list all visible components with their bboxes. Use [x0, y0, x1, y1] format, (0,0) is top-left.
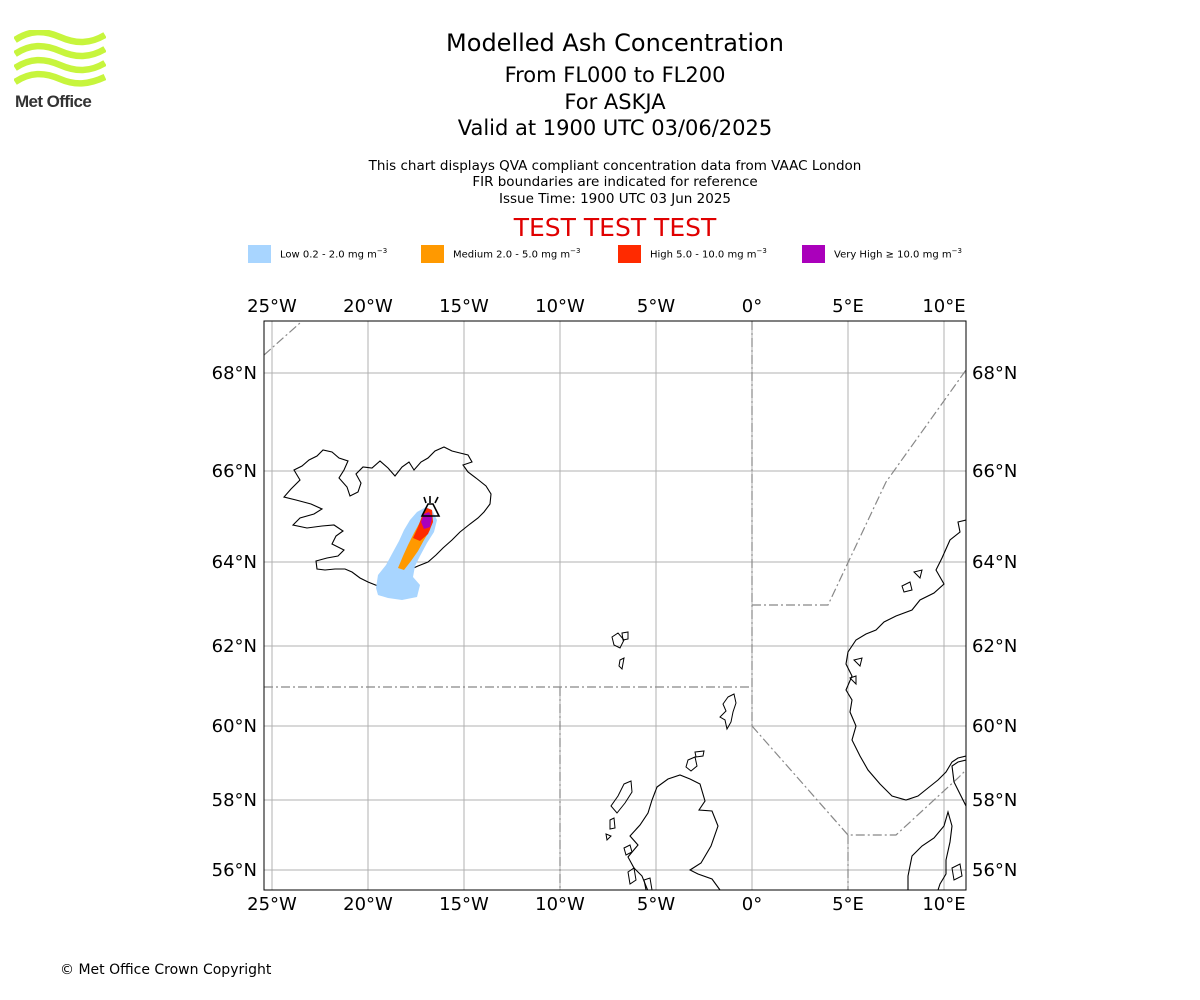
- met-office-wave-icon: [13, 28, 107, 87]
- orkney-islands: [685, 750, 705, 772]
- lon-label-top-20w: 20°W: [343, 296, 393, 317]
- lon-label-bottom-5w: 5°W: [637, 894, 675, 915]
- scotland-coastline: [627, 774, 721, 890]
- legend-label-high: High 5.0 - 10.0 mg m: [650, 249, 757, 261]
- lat-label-right-58n: 58°N: [972, 790, 1017, 811]
- met-office-logo: [13, 28, 107, 94]
- ash-plume: [376, 507, 437, 600]
- legend-swatch-high: [618, 245, 641, 263]
- flight-levels: From FL000 to FL200: [504, 63, 726, 87]
- legend-item-low: Low 0.2 - 2.0 mg m−3: [248, 244, 387, 264]
- lat-label-left-56n: 56°N: [212, 860, 257, 881]
- lat-label-right-56n: 56°N: [972, 860, 1017, 881]
- chart-title: Modelled Ash Concentration: [446, 29, 784, 57]
- sweden-coastline: [951, 759, 966, 807]
- lat-label-right-68n: 68°N: [972, 363, 1017, 384]
- legend-item-high: High 5.0 - 10.0 mg m−3: [618, 244, 767, 264]
- legend-item-very-high: Very High ≥ 10.0 mg m−3: [802, 244, 962, 264]
- norway-coastline: [845, 519, 966, 801]
- lon-label-top-5w: 5°W: [637, 296, 675, 317]
- legend-swatch-medium: [421, 245, 444, 263]
- legend-item-medium: Medium 2.0 - 5.0 mg m−3: [421, 244, 580, 264]
- volcano-name: For ASKJA: [564, 90, 666, 114]
- lat-label-right-66n: 66°N: [972, 461, 1017, 482]
- lat-label-left-60n: 60°N: [212, 716, 257, 737]
- valid-time: Valid at 1900 UTC 03/06/2025: [457, 116, 773, 140]
- lon-label-bottom-15w: 15°W: [439, 894, 489, 915]
- info-line-2: FIR boundaries are indicated for referen…: [472, 174, 758, 190]
- lon-label-top-5e: 5°E: [832, 296, 864, 317]
- lon-label-top-10e: 10°E: [922, 296, 965, 317]
- lat-label-left-62n: 62°N: [212, 636, 257, 657]
- lat-label-left-58n: 58°N: [212, 790, 257, 811]
- volcano-icon: [420, 496, 441, 517]
- legend-label-very-high: Very High ≥ 10.0 mg m: [834, 249, 952, 261]
- lon-label-top-0: 0°: [742, 296, 762, 317]
- hebrides: [605, 780, 653, 890]
- lon-label-top-25w: 25°W: [247, 296, 297, 317]
- lon-label-bottom-20w: 20°W: [343, 894, 393, 915]
- norway-islands: [849, 569, 923, 686]
- legend-label-medium: Medium 2.0 - 5.0 mg m: [453, 249, 571, 261]
- map-frame: [263, 320, 967, 891]
- lat-label-left-66n: 66°N: [212, 461, 257, 482]
- denmark-coastline: [907, 809, 953, 890]
- lon-label-bottom-10w: 10°W: [535, 894, 585, 915]
- info-line-1: This chart displays QVA compliant concen…: [368, 158, 862, 174]
- map-gridlines: [264, 321, 966, 890]
- denmark-islands: [951, 863, 963, 881]
- lon-label-bottom-25w: 25°W: [247, 894, 297, 915]
- legend-label-low: Low 0.2 - 2.0 mg m: [280, 249, 377, 261]
- lat-label-left-68n: 68°N: [212, 363, 257, 384]
- lat-label-right-64n: 64°N: [972, 552, 1017, 573]
- lat-label-left-64n: 64°N: [212, 552, 257, 573]
- iceland-coastline: [282, 446, 492, 587]
- lat-label-right-62n: 62°N: [972, 636, 1017, 657]
- issue-time: Issue Time: 1900 UTC 03 Jun 2025: [499, 191, 731, 207]
- logo-text: Met Office: [15, 92, 92, 111]
- fir-boundaries: [264, 321, 966, 890]
- legend-swatch-low: [248, 245, 271, 263]
- faroe-islands: [611, 631, 629, 671]
- shetland-islands: [719, 693, 737, 731]
- copyright-notice: © Met Office Crown Copyright: [60, 962, 272, 978]
- lon-label-top-10w: 10°W: [535, 296, 585, 317]
- legend-swatch-very-high: [802, 245, 825, 263]
- lon-label-top-15w: 15°W: [439, 296, 489, 317]
- test-banner: TEST TEST TEST: [513, 213, 717, 242]
- lat-label-right-60n: 60°N: [972, 716, 1017, 737]
- lon-label-bottom-0: 0°: [742, 894, 762, 915]
- lon-label-bottom-10e: 10°E: [922, 894, 965, 915]
- lon-label-bottom-5e: 5°E: [832, 894, 864, 915]
